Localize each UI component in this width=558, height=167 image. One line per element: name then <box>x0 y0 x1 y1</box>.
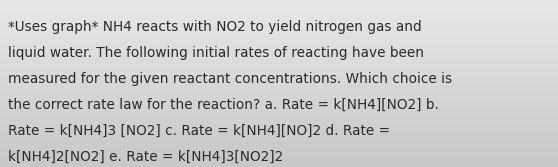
Text: liquid water. The following initial rates of reacting have been: liquid water. The following initial rate… <box>8 46 425 60</box>
Text: Rate = k[NH4]3 [NO2] c. Rate = k[NH4][NO]2 d. Rate =: Rate = k[NH4]3 [NO2] c. Rate = k[NH4][NO… <box>8 124 391 138</box>
Text: the correct rate law for the reaction? a. Rate = k[NH4][NO2] b.: the correct rate law for the reaction? a… <box>8 98 439 112</box>
Text: k[NH4]2[NO2] e. Rate = k[NH4]3[NO2]2: k[NH4]2[NO2] e. Rate = k[NH4]3[NO2]2 <box>8 149 283 163</box>
Text: measured for the given reactant concentrations. Which choice is: measured for the given reactant concentr… <box>8 72 453 86</box>
Text: *Uses graph* NH4 reacts with NO2 to yield nitrogen gas and: *Uses graph* NH4 reacts with NO2 to yiel… <box>8 20 422 34</box>
